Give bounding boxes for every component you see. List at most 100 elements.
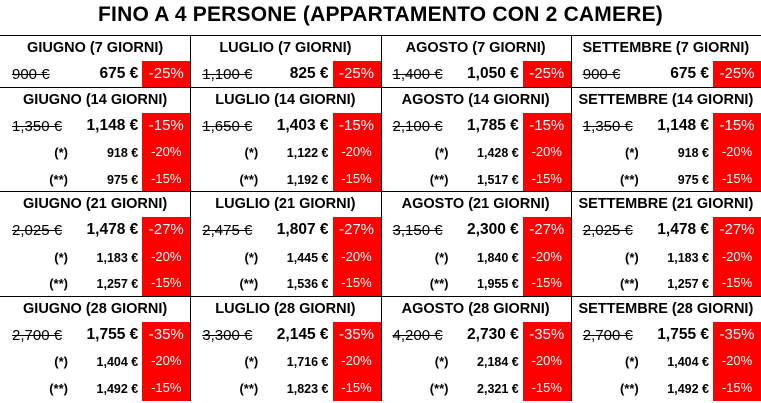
old-price: 1,350 € (12, 117, 63, 135)
row-separator (0, 295, 761, 297)
note-label: (*) (54, 145, 68, 160)
block-header: GIUGNO (21 GIORNI) (23, 196, 168, 212)
discount: -15% (522, 374, 571, 401)
old-price: 1,350 € (582, 117, 633, 135)
discount: -15% (522, 165, 571, 192)
discount: -15% (142, 270, 191, 297)
price: 1,257 € (96, 277, 139, 291)
old-price: 2,025 € (12, 222, 63, 239)
note-label: (**) (429, 380, 449, 396)
discount: -35% (332, 321, 381, 348)
price: 1,807 € (276, 221, 329, 238)
column-separator (190, 192, 192, 297)
old-price: 2,100 € (392, 117, 443, 135)
old-price: 3,300 € (202, 326, 253, 344)
price: 2,321 € (477, 381, 519, 396)
block-header: LUGLIO (28 GIORNI) (215, 300, 356, 317)
note-label: (**) (429, 276, 449, 291)
price: 1,755 € (86, 325, 139, 343)
price: 918 € (106, 146, 139, 160)
old-price: 1,400 € (392, 66, 443, 83)
block-header: AGOSTO (28 GIORNI) (401, 300, 550, 317)
old-price: 4,200 € (392, 326, 443, 344)
block-header: SETTEMBRE (28 GIORNI) (578, 300, 754, 317)
discount: -15% (713, 374, 761, 401)
note-label: (*) (434, 145, 449, 160)
discount: -25% (332, 61, 381, 88)
price: 1,445 € (286, 250, 329, 265)
row-separator (0, 35, 761, 36)
old-price: 900 € (12, 66, 50, 83)
price: 1,403 € (276, 116, 329, 134)
block-header: SETTEMBRE (21 GIORNI) (578, 196, 754, 212)
price: 975 € (106, 172, 139, 187)
note-label: (*) (244, 145, 259, 160)
note-label: (*) (244, 354, 259, 369)
note-label: (*) (54, 354, 68, 369)
price: 1,840 € (477, 250, 519, 265)
note-label: (**) (49, 171, 68, 187)
column-separator (190, 296, 192, 401)
note-label: (**) (619, 171, 639, 187)
column-separator (570, 192, 572, 297)
column-separator (380, 87, 382, 192)
price: 825 € (289, 65, 329, 82)
discount: -27% (332, 217, 381, 244)
price: 1,404 € (667, 355, 709, 369)
discount: -15% (522, 112, 571, 139)
discount: -15% (332, 270, 381, 297)
discount: -20% (713, 139, 761, 166)
price: 1,050 € (467, 65, 519, 82)
discount: -20% (332, 243, 381, 270)
note-label: (**) (619, 276, 639, 291)
block-header: AGOSTO (7 GIORNI) (405, 40, 546, 56)
block-header: GIUGNO (14 GIORNI) (23, 91, 168, 108)
price: 2,730 € (467, 325, 519, 343)
price: 1,404 € (96, 355, 139, 369)
price: 2,145 € (276, 325, 329, 343)
discount: -15% (713, 112, 761, 139)
note-label: (**) (239, 171, 259, 187)
block-header: GIUGNO (28 GIORNI) (23, 300, 168, 317)
discount: -20% (142, 139, 191, 166)
discount: -15% (142, 165, 191, 192)
price: 1,517 € (477, 172, 519, 187)
discount: -20% (332, 139, 381, 166)
note-label: (**) (239, 276, 259, 291)
price: 1,148 € (657, 116, 709, 134)
price: 975 € (677, 172, 709, 187)
discount: -15% (522, 270, 571, 297)
price: 1,755 € (657, 325, 709, 343)
discount: -15% (713, 270, 761, 297)
discount: -20% (713, 348, 761, 375)
discount: -15% (142, 374, 191, 401)
row-separator (0, 86, 761, 88)
note-label: (*) (244, 249, 259, 265)
discount: -15% (332, 374, 381, 401)
price: 1,183 € (667, 250, 709, 265)
row-separator (0, 191, 761, 192)
price: 1,536 € (286, 277, 329, 291)
discount: -15% (332, 112, 381, 139)
title: FINO A 4 PERSONE (APPARTAMENTO CON 2 CAM… (98, 3, 663, 26)
price: 1,478 € (86, 221, 139, 238)
note-label: (**) (49, 380, 68, 396)
discount: -20% (142, 348, 191, 375)
discount: -27% (522, 217, 571, 244)
discount: -15% (713, 165, 761, 192)
discount: -27% (713, 217, 761, 244)
discount: -35% (522, 321, 571, 348)
old-price: 2,475 € (202, 222, 253, 239)
price: 1,428 € (477, 146, 519, 160)
price: 2,300 € (467, 221, 519, 238)
block-header: SETTEMBRE (7 GIORNI) (582, 40, 750, 56)
old-price: 2,700 € (12, 326, 63, 344)
note-label: (*) (54, 249, 68, 265)
discount: -25% (522, 61, 571, 88)
note-label: (*) (625, 145, 639, 160)
price: 675 € (99, 65, 139, 82)
column-separator (380, 192, 382, 297)
price: 1,785 € (467, 116, 519, 134)
price: 1,716 € (286, 355, 329, 369)
